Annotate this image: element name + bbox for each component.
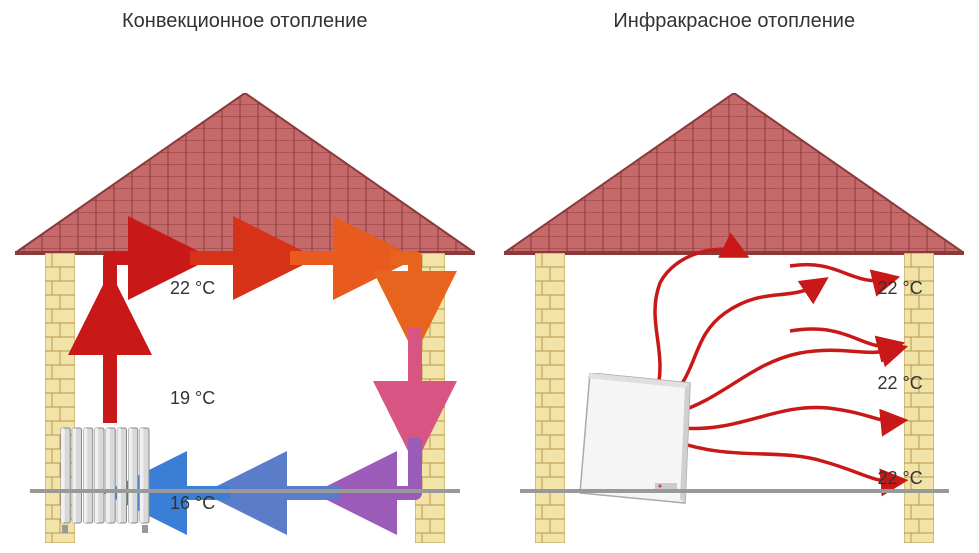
temp-label: 22 °C: [878, 373, 923, 394]
temp-label: 16 °C: [170, 493, 215, 514]
temp-label: 19 °C: [170, 388, 215, 409]
convection-title: Конвекционное отопление: [10, 10, 480, 33]
convection-house: 22 °C19 °C16 °C: [10, 53, 480, 493]
temp-label: 22 °C: [878, 468, 923, 489]
infrared-panel: Инфракрасное отопление 22 °C 22 °C 22 °C: [490, 0, 979, 529]
radiator-icon: [60, 423, 150, 533]
convection-panel: Конвекционное отопление 22 °C 19 °C 16 °C: [0, 0, 490, 529]
floor: [520, 489, 950, 493]
infrared-title: Инфракрасное отопление: [500, 10, 970, 33]
infrared-house: 22 °C 22 °C 22 °C: [500, 53, 970, 493]
temp-label: 22 °C: [878, 278, 923, 299]
temp-label: 22 °C: [170, 278, 215, 299]
floor: [30, 489, 460, 493]
